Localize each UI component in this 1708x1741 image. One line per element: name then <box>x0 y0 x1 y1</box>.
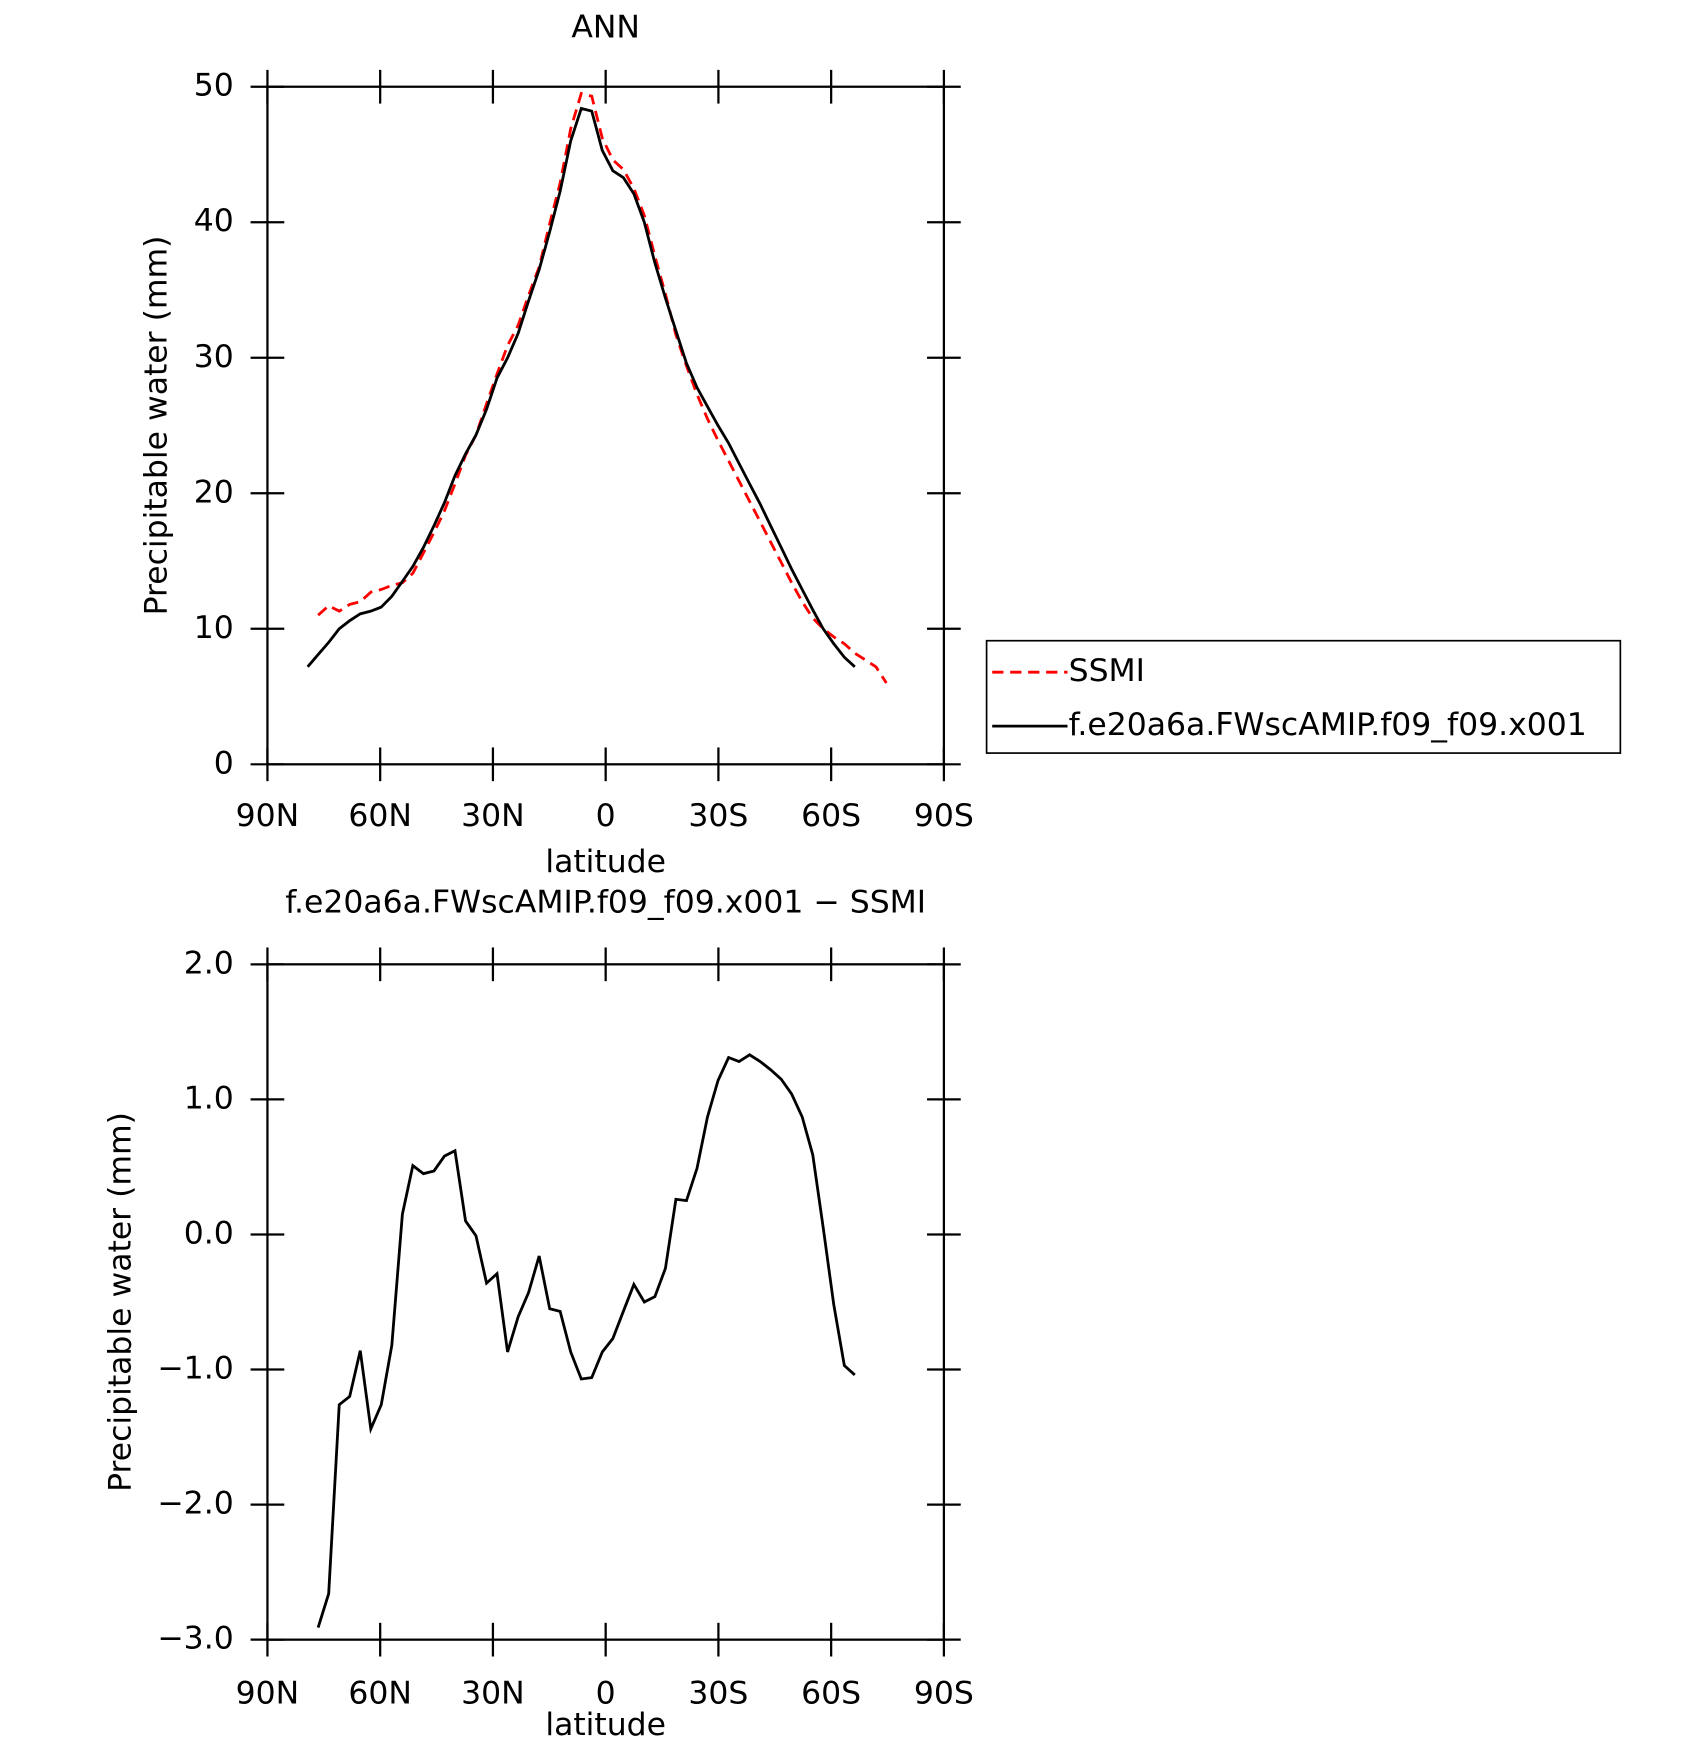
x-tick-label: 30N <box>461 798 525 834</box>
x-tick-label: 0 <box>596 798 616 834</box>
y-tick-label: 20 <box>194 474 234 510</box>
y-tick-label: 50 <box>194 68 234 104</box>
y-tick-label: 0.0 <box>184 1215 234 1251</box>
y-tick-label: 0 <box>214 745 234 781</box>
x-tick-label: 90S <box>914 798 974 834</box>
legend-label: SSMI <box>1069 653 1145 689</box>
data-line <box>306 106 856 668</box>
y-axis-label: Precipitable water (mm) <box>102 1112 138 1492</box>
x-tick-label: 60S <box>801 1676 861 1712</box>
data-line <box>317 91 888 684</box>
y-axis-label: Precipitable water (mm) <box>138 236 174 616</box>
plot-frame <box>266 963 946 1641</box>
x-tick-label: 60N <box>348 798 412 834</box>
chart-title: f.e20a6a.FWscAMIP.f09_f09.x001 − SSMI <box>285 885 926 921</box>
x-tick-label: 60S <box>801 798 861 834</box>
x-tick-label: 30N <box>461 1676 525 1712</box>
x-tick-label: 90N <box>236 798 300 834</box>
data-line <box>316 1053 856 1628</box>
y-tick-label: −2.0 <box>157 1486 233 1522</box>
y-tick-label: 2.0 <box>184 945 234 981</box>
x-tick-label: 30S <box>688 1676 748 1712</box>
y-tick-label: 30 <box>194 339 234 375</box>
y-tick-label: −3.0 <box>157 1621 233 1657</box>
x-axis-label: latitude <box>545 844 666 880</box>
chart-title: ANN <box>571 9 640 45</box>
y-tick-label: 1.0 <box>184 1080 234 1116</box>
x-tick-label: 60N <box>348 1676 412 1712</box>
plot-frame <box>266 85 946 766</box>
legend-box <box>985 639 1622 754</box>
x-tick-label: 90S <box>914 1676 974 1712</box>
x-tick-label: 90N <box>236 1676 300 1712</box>
y-tick-label: −1.0 <box>157 1351 233 1387</box>
y-tick-label: 40 <box>194 203 234 239</box>
x-axis-label: latitude <box>545 1707 666 1741</box>
legend-label: f.e20a6a.FWscAMIP.f09_f09.x001 <box>1069 707 1587 743</box>
x-tick-label: 30S <box>688 798 748 834</box>
y-tick-label: 10 <box>194 610 234 646</box>
x-tick-label: 0 <box>596 1676 616 1712</box>
